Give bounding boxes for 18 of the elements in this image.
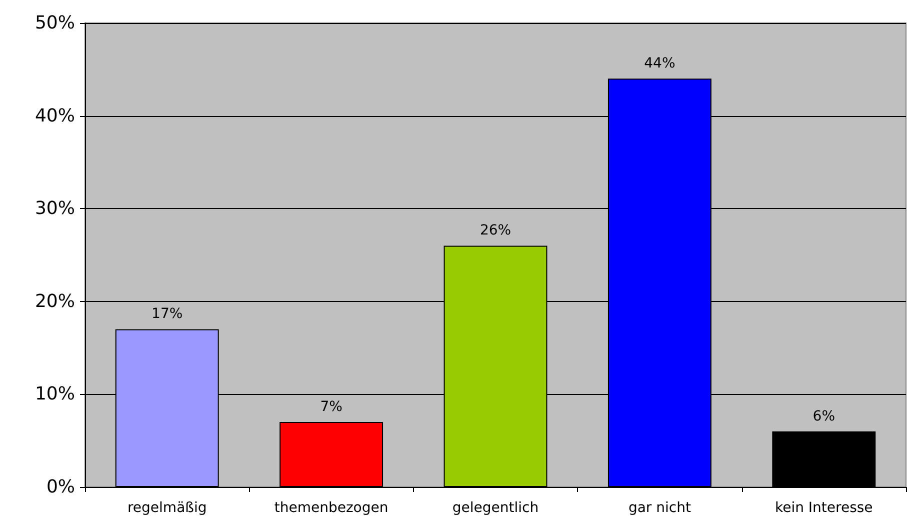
data-label: 44% bbox=[644, 56, 676, 72]
x-tick-label: gelegentlich bbox=[452, 500, 539, 516]
x-tick-label: gar nicht bbox=[628, 500, 692, 516]
bar bbox=[280, 422, 384, 487]
x-tick-label: regelmäßig bbox=[127, 500, 207, 516]
bar bbox=[772, 431, 876, 487]
y-tick-label: 40% bbox=[34, 105, 75, 126]
data-label: 17% bbox=[152, 306, 183, 322]
x-tick-label: kein Interesse bbox=[774, 500, 873, 516]
y-tick-label: 10% bbox=[34, 384, 75, 405]
y-tick-label: 0% bbox=[46, 476, 75, 498]
data-label: 7% bbox=[320, 399, 342, 416]
data-label: 6% bbox=[812, 408, 836, 424]
y-tick-label: 30% bbox=[34, 198, 75, 220]
x-tick-label: themenbezogen bbox=[274, 500, 388, 516]
y-tick-label: 20% bbox=[34, 290, 75, 312]
y-tick-label: 50% bbox=[34, 12, 75, 34]
data-label: 26% bbox=[480, 222, 512, 239]
